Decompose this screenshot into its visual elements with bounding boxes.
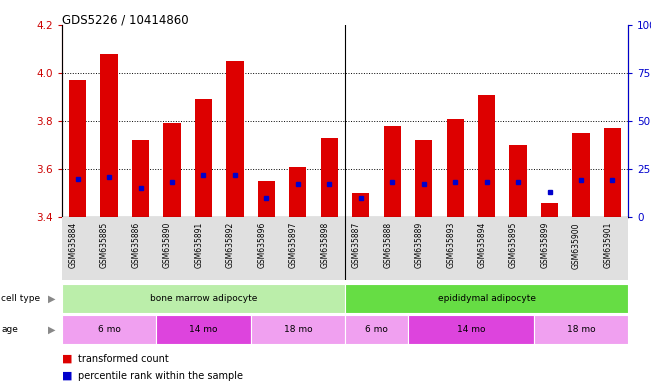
Text: GSM635895: GSM635895 [509,222,518,268]
Text: 14 mo: 14 mo [456,325,485,334]
Text: bone marrow adipocyte: bone marrow adipocyte [150,294,257,303]
Bar [345,315,408,344]
Bar [163,123,180,217]
Text: age: age [1,325,18,334]
Text: GSM635891: GSM635891 [195,222,203,268]
Text: 6 mo: 6 mo [365,325,388,334]
Text: GSM635896: GSM635896 [257,222,266,268]
Bar [100,54,118,217]
Text: GDS5226 / 10414860: GDS5226 / 10414860 [62,13,189,26]
Text: GSM635897: GSM635897 [289,222,298,268]
Text: 18 mo: 18 mo [567,325,595,334]
Bar [289,167,307,217]
Bar [156,315,251,344]
Text: GSM635885: GSM635885 [100,222,109,268]
Text: GSM635884: GSM635884 [68,222,77,268]
Text: GSM635887: GSM635887 [352,222,361,268]
Text: GSM635890: GSM635890 [163,222,172,268]
Text: GSM635898: GSM635898 [320,222,329,268]
Text: GSM635888: GSM635888 [383,222,392,268]
Bar [321,138,338,217]
Text: GSM635901: GSM635901 [603,222,613,268]
Bar [251,315,345,344]
Bar [541,203,558,217]
Bar [383,126,401,217]
Bar [478,94,495,217]
Bar [132,140,149,217]
Text: GSM635900: GSM635900 [572,222,581,268]
Text: GSM635886: GSM635886 [132,222,141,268]
Bar [258,181,275,217]
Text: percentile rank within the sample: percentile rank within the sample [78,371,243,381]
Bar [195,99,212,217]
Text: GSM635893: GSM635893 [446,222,455,268]
Bar [510,145,527,217]
Text: GSM635889: GSM635889 [415,222,424,268]
Text: cell type: cell type [1,294,40,303]
Text: ▶: ▶ [48,324,55,334]
Text: 14 mo: 14 mo [189,325,217,334]
Text: transformed count: transformed count [78,354,169,364]
Bar [227,61,243,217]
Bar [408,315,534,344]
Text: ■: ■ [62,354,72,364]
Bar [352,193,369,217]
Text: ▶: ▶ [48,293,55,304]
Text: 6 mo: 6 mo [98,325,120,334]
Bar [572,133,590,217]
Bar [62,315,156,344]
Text: epididymal adipocyte: epididymal adipocyte [437,294,536,303]
Bar [62,284,345,313]
Text: GSM635894: GSM635894 [478,222,487,268]
Bar [69,80,86,217]
Bar [415,140,432,217]
Text: GSM635892: GSM635892 [226,222,235,268]
Bar [534,315,628,344]
Text: ■: ■ [62,371,72,381]
Bar [604,128,621,217]
Text: 18 mo: 18 mo [284,325,312,334]
Bar [447,119,464,217]
Bar [345,284,628,313]
Text: GSM635899: GSM635899 [540,222,549,268]
